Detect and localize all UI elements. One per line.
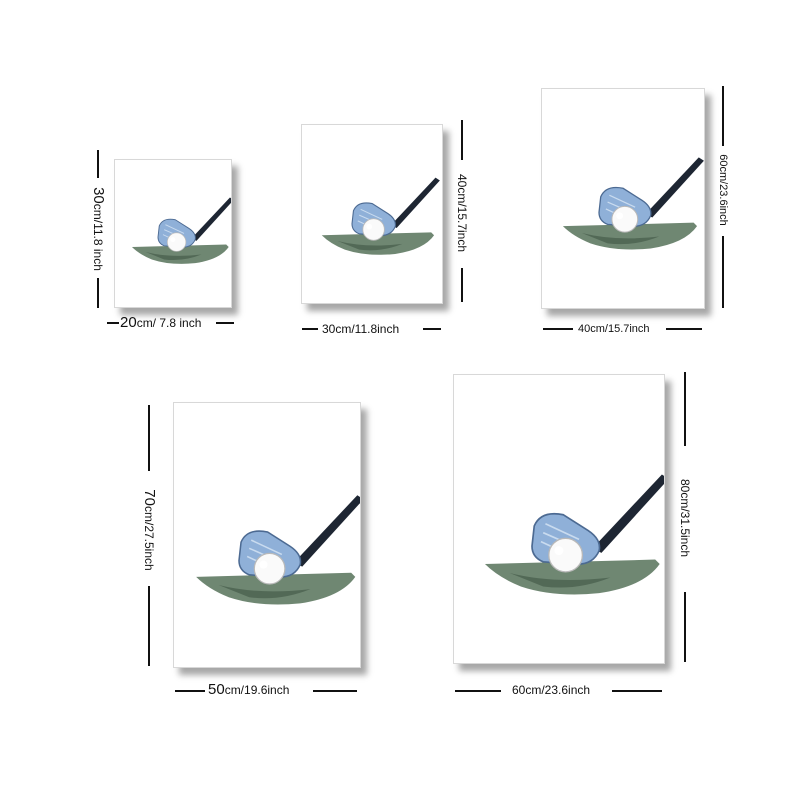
height-line-top	[461, 120, 463, 160]
width-label-60x80: 60cm/23.6inch	[512, 683, 591, 697]
width-line-left	[543, 328, 573, 330]
width-line-left	[175, 690, 205, 692]
height-label-60x80: 80cm/31.5inch	[678, 478, 692, 558]
golf-club-artwork	[562, 156, 704, 251]
width-label-50x70: 50cm/19.6inch	[208, 681, 290, 698]
height-line-bottom	[722, 236, 724, 308]
height-label-30x40: 40cm/15.7inch	[455, 173, 469, 253]
canvas-print-30x40	[301, 124, 443, 304]
golf-club-artwork	[131, 196, 231, 265]
canvas-print-60x80	[453, 374, 665, 664]
height-line-top	[97, 150, 99, 178]
canvas-print-40x60	[541, 88, 705, 309]
height-label-20x30: 30cm/11.8 inch	[90, 187, 107, 271]
width-line-right	[612, 690, 662, 692]
width-line-right	[313, 690, 357, 692]
width-label-30x40: 30cm/11.8inch	[322, 322, 400, 336]
width-line-right	[423, 328, 441, 330]
height-line-bottom	[684, 592, 686, 662]
width-line-left	[302, 328, 318, 330]
height-line-bottom	[97, 278, 99, 308]
width-label-40x60: 40cm/15.7inch	[578, 323, 650, 335]
width-line-right	[666, 328, 702, 330]
height-label-50x70: 70cm/27.5inch	[141, 489, 158, 571]
width-line-right	[216, 322, 234, 324]
height-line-top	[722, 86, 724, 146]
height-line-bottom	[148, 586, 150, 666]
height-line-top	[148, 405, 150, 471]
golf-club-artwork	[321, 177, 441, 256]
width-line-left	[107, 322, 119, 324]
golf-club-artwork	[484, 473, 664, 596]
height-label-40x60: 60cm/23.6inch	[717, 154, 729, 226]
golf-club-artwork	[195, 494, 360, 606]
width-label-20x30: 20cm/ 7.8 inch	[120, 314, 202, 331]
height-line-bottom	[461, 268, 463, 302]
width-line-left	[455, 690, 501, 692]
canvas-print-20x30	[114, 159, 232, 308]
height-line-top	[684, 372, 686, 446]
canvas-print-50x70	[173, 402, 361, 668]
